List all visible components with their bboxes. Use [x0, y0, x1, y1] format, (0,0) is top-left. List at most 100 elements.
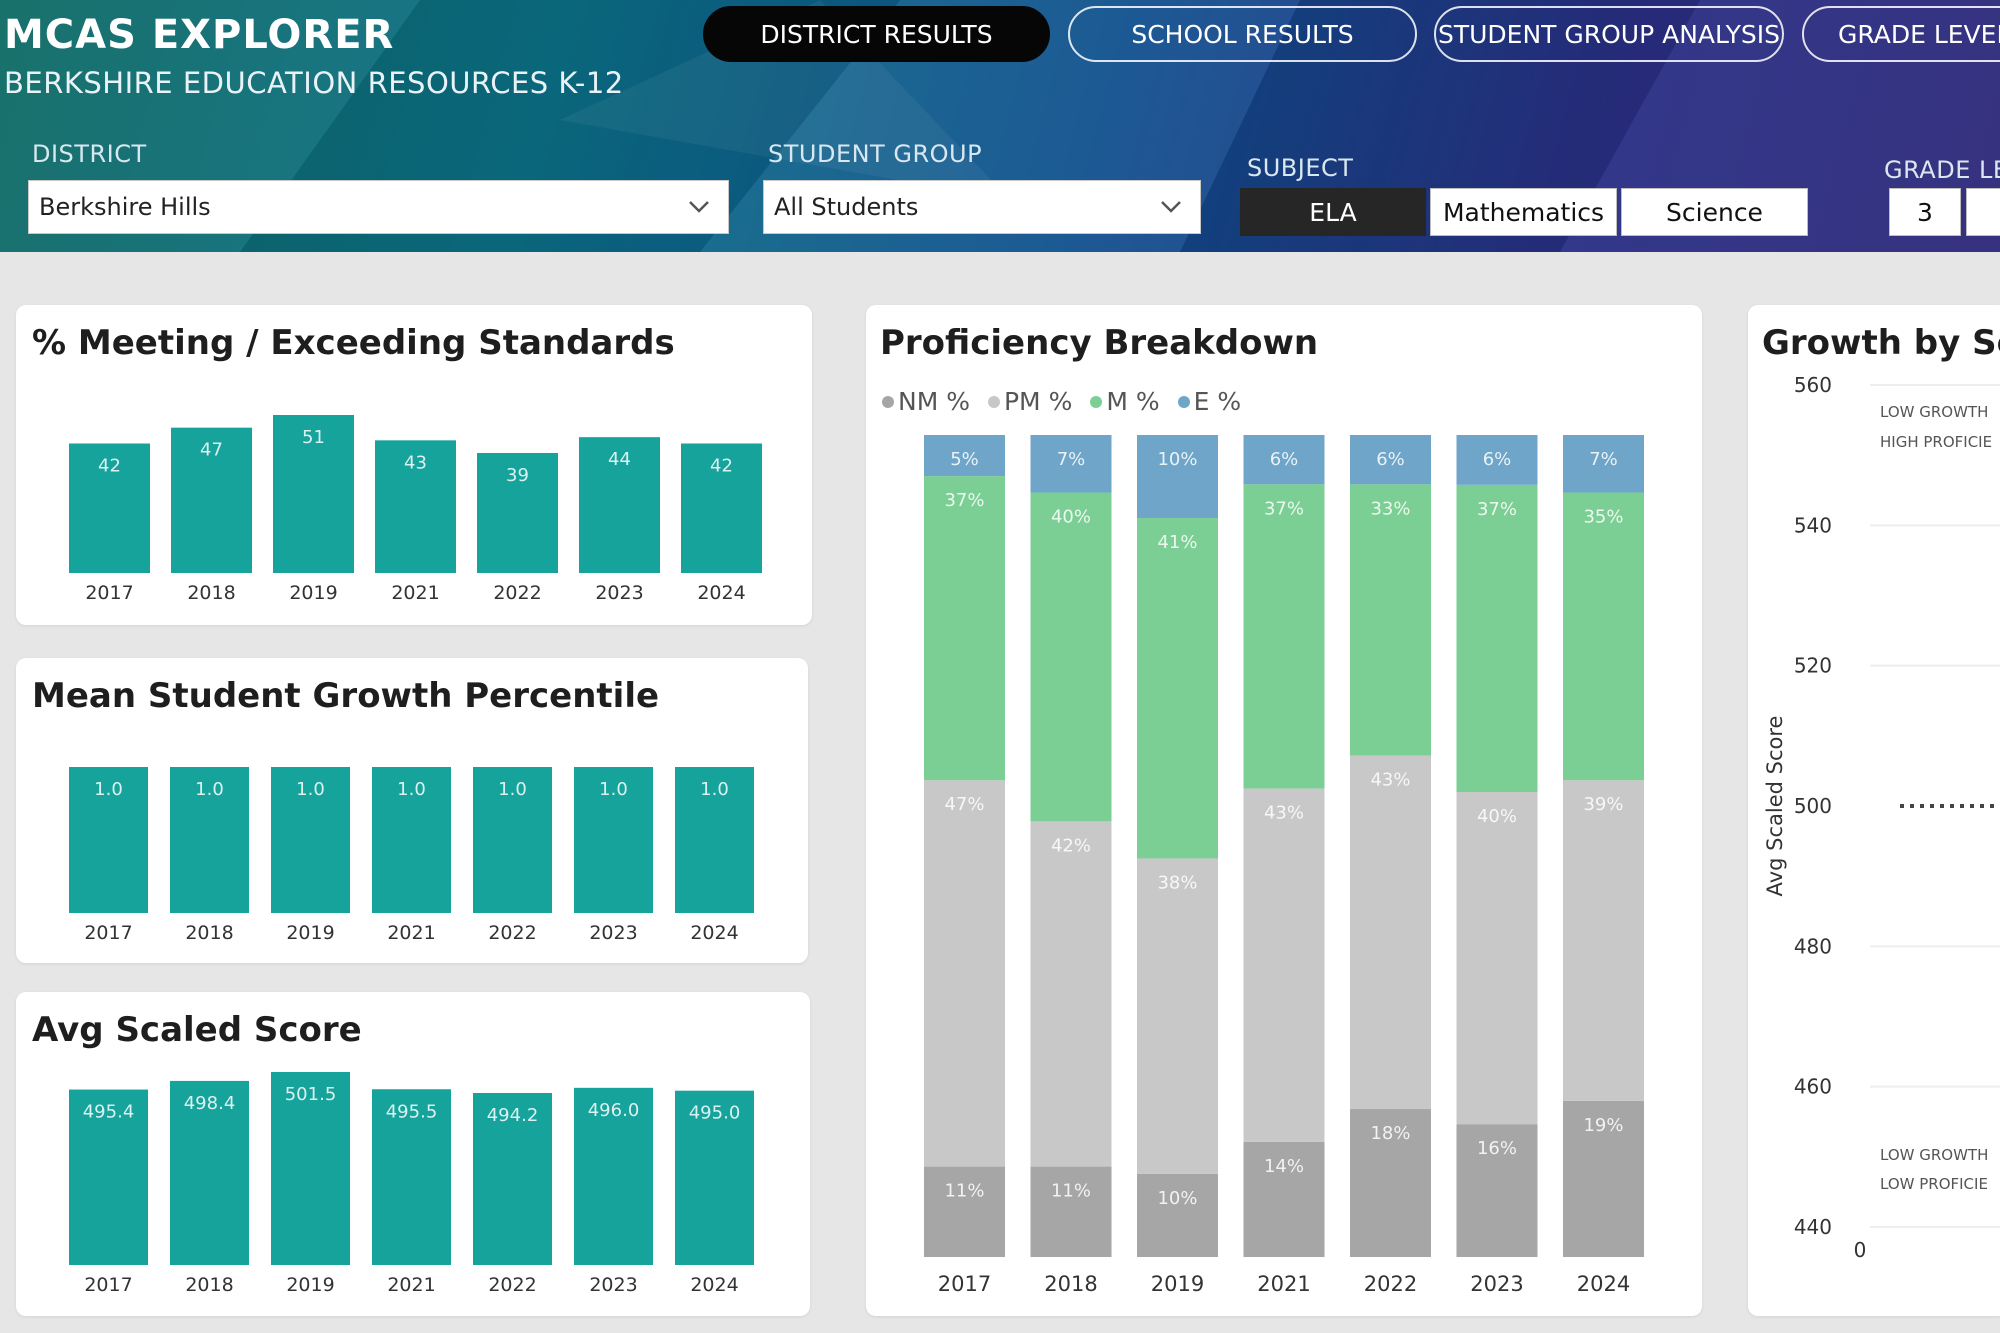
chart-title: Proficiency Breakdown [880, 323, 1319, 363]
bar[interactable] [69, 443, 150, 574]
segment-data-label: 11% [1051, 1181, 1091, 1202]
stacked-bar-segment[interactable] [1350, 435, 1431, 485]
bar-data-label: 498.4 [184, 1093, 236, 1114]
bar-data-label: 494.2 [487, 1105, 539, 1126]
stacked-bar-segment[interactable] [1563, 435, 1644, 493]
bar[interactable] [375, 440, 456, 573]
stacked-bar-segment[interactable] [1456, 435, 1538, 485]
segment-data-label: 18% [1370, 1123, 1410, 1144]
district-label: DISTRICT [32, 140, 147, 168]
segment-data-label: 10% [1157, 449, 1197, 470]
bar[interactable] [574, 767, 653, 913]
x-tick-label: 2017 [84, 922, 132, 944]
x-tick-label: 2019 [289, 582, 337, 604]
bar-data-label: 1.0 [397, 779, 426, 800]
stacked-bar-segment[interactable] [1137, 518, 1218, 859]
x-tick-label: 2022 [1364, 1272, 1417, 1296]
bar[interactable] [675, 767, 754, 913]
x-tick-label: 2022 [493, 582, 541, 604]
legend-label: PM % [1003, 387, 1073, 416]
bar[interactable] [372, 1089, 451, 1265]
bar-data-label: 495.5 [386, 1101, 438, 1122]
legend-dot [882, 395, 894, 408]
legend-item-pm: PM % [987, 387, 1073, 416]
stacked-bar-segment[interactable] [1030, 492, 1112, 822]
stacked-bar-segment[interactable] [1137, 435, 1218, 519]
bar[interactable] [69, 767, 148, 913]
stacked-bar-segment[interactable] [1030, 1166, 1112, 1257]
bar[interactable] [273, 415, 354, 573]
segment-data-label: 5% [950, 449, 979, 470]
bar[interactable] [171, 427, 252, 573]
segment-data-label: 6% [1376, 449, 1405, 470]
tab-student-group-analysis[interactable]: STUDENT GROUP ANALYSIS [1434, 6, 1784, 62]
x-tick-label: 2018 [185, 922, 233, 944]
x-tick-label: 2022 [488, 922, 536, 944]
y-tick-label: 480 [1794, 934, 1832, 958]
bar[interactable] [271, 767, 350, 913]
bar[interactable] [579, 437, 660, 573]
grade-3-button[interactable]: 3 [1889, 188, 1961, 236]
bar[interactable] [69, 1089, 148, 1265]
segment-data-label: 7% [1057, 449, 1086, 470]
bar[interactable] [675, 1090, 754, 1265]
stacked-bar-segment[interactable] [1137, 858, 1218, 1174]
stacked-bar-segment[interactable] [1456, 792, 1538, 1125]
district-dropdown[interactable]: Berkshire Hills [28, 180, 729, 234]
segment-data-label: 6% [1483, 449, 1512, 470]
bar[interactable] [473, 1093, 552, 1265]
bar-data-label: 47 [200, 440, 223, 461]
stacked-bar-segment[interactable] [1030, 435, 1112, 493]
stacked-bar-segment[interactable] [924, 780, 1005, 1167]
subject-option-label: ELA [1309, 197, 1357, 227]
bar[interactable] [473, 767, 552, 913]
tab-school-results[interactable]: SCHOOL RESULTS [1068, 6, 1417, 62]
x-tick-label: 2024 [690, 1274, 738, 1296]
bar[interactable] [477, 453, 558, 573]
stacked-bar-segment[interactable] [1030, 821, 1112, 1167]
stacked-bar-segment[interactable] [1350, 484, 1431, 756]
stacked-bar-segment[interactable] [1243, 788, 1325, 1142]
stacked-bar-segment[interactable] [1456, 484, 1538, 793]
stacked-bar-segment[interactable] [1350, 1109, 1431, 1257]
x-tick-label: 2017 [84, 1274, 132, 1296]
subject-science-button[interactable]: Science [1621, 188, 1808, 236]
student-group-dropdown[interactable]: All Students [763, 180, 1201, 234]
bar[interactable] [170, 767, 249, 913]
stacked-bar-segment[interactable] [924, 435, 1005, 477]
stacked-bar-segment[interactable] [1563, 1100, 1644, 1257]
tab-grade-level[interactable]: GRADE LEVEL [1802, 6, 2000, 62]
x-tick-label: 2017 [938, 1272, 991, 1296]
stacked-bar-segment[interactable] [1456, 1124, 1538, 1257]
y-tick-label: 440 [1794, 1215, 1832, 1239]
x-tick-label: 2023 [589, 1274, 637, 1296]
bar[interactable] [271, 1072, 350, 1265]
bar-data-label: 1.0 [700, 779, 729, 800]
subject-mathematics-button[interactable]: Mathematics [1430, 188, 1617, 236]
stacked-bar-segment[interactable] [1243, 484, 1325, 789]
segment-data-label: 33% [1370, 498, 1410, 519]
x-tick-label: 2021 [387, 1274, 435, 1296]
stacked-bar-segment[interactable] [1563, 492, 1644, 781]
stacked-bar-segment[interactable] [1350, 755, 1431, 1110]
stacked-bar-segment[interactable] [924, 1166, 1005, 1257]
bar[interactable] [681, 443, 762, 574]
segment-data-label: 41% [1157, 532, 1197, 553]
segment-data-label: 19% [1583, 1115, 1623, 1136]
stacked-bar-segment[interactable] [924, 476, 1005, 781]
stacked-bar-segment[interactable] [1243, 435, 1325, 485]
x-tick-label: 2023 [595, 582, 643, 604]
stacked-bar-segment[interactable] [1243, 1141, 1325, 1257]
grade-next-button[interactable] [1966, 188, 2000, 236]
grade-option-label: 3 [1917, 197, 1933, 227]
stacked-bar-segment[interactable] [1563, 780, 1644, 1101]
legend-item-nm: NM % [882, 387, 970, 416]
stacked-bar-segment[interactable] [1137, 1173, 1218, 1257]
segment-data-label: 10% [1157, 1188, 1197, 1209]
bar[interactable] [170, 1080, 249, 1265]
bar[interactable] [574, 1087, 653, 1265]
tab-district-results[interactable]: DISTRICT RESULTS [703, 6, 1050, 62]
bar[interactable] [372, 767, 451, 913]
chevron-down-icon [689, 201, 709, 213]
subject-ela-button[interactable]: ELA [1240, 188, 1426, 236]
